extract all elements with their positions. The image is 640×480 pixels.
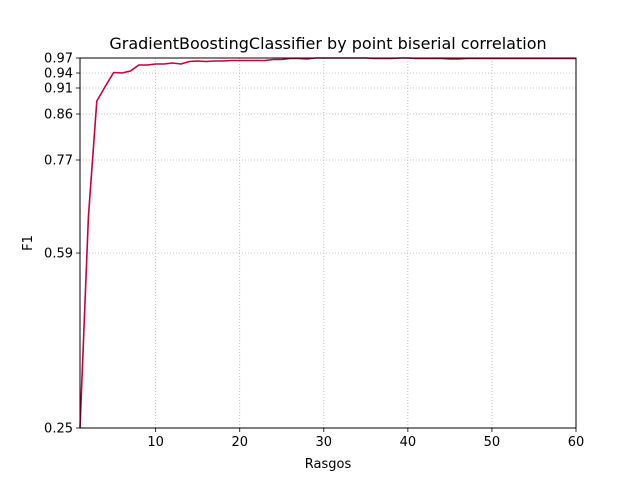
- x-axis: 10 20 30 40 50 60: [147, 428, 584, 450]
- x-axis-label: Rasgos: [305, 457, 352, 472]
- x-tick-label: 60: [568, 435, 585, 450]
- y-tick-label: 0.97: [44, 52, 73, 67]
- x-tick-label: 30: [316, 435, 333, 450]
- x-tick-label: 40: [400, 435, 417, 450]
- y-tick-label: 0.77: [44, 154, 73, 169]
- y-tick-label: 0.86: [44, 108, 73, 123]
- plot-frame: [79, 57, 577, 429]
- x-tick-label: 50: [484, 435, 501, 450]
- y-axis: 0.25 0.59 0.77 0.86 0.910.940.97: [44, 52, 80, 437]
- x-tick-label: 20: [231, 435, 248, 450]
- y-tick-label: 0.91: [44, 82, 73, 97]
- y-axis-label: F1: [21, 235, 36, 251]
- x-tick-label: 10: [147, 435, 164, 450]
- chart-title: GradientBoostingClassifier by point bise…: [109, 34, 546, 53]
- y-tick-label: 0.25: [44, 422, 73, 437]
- y-tick-label: 0.94: [44, 67, 73, 82]
- y-tick-label: 0.59: [44, 247, 73, 262]
